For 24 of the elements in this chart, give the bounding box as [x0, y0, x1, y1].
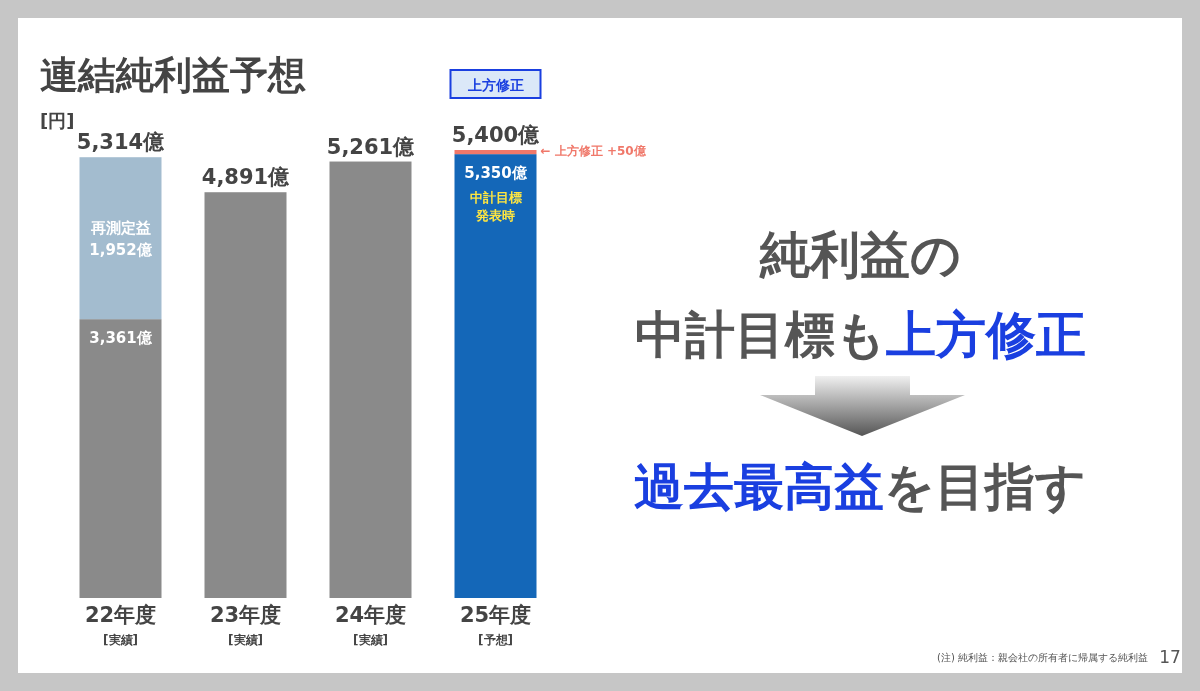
total-label: 4,891億 — [201, 165, 291, 190]
x-tick-label: 24年度 [実績] — [334, 603, 407, 647]
annotation: ← 上方修正 +50億 — [540, 144, 647, 158]
chart-title: 連結純利益予想 — [40, 53, 306, 97]
annotation: 中計目標 — [469, 190, 522, 205]
data-label: 3,361億 — [89, 329, 153, 348]
annotation: 発表時 — [475, 208, 515, 223]
data-label: 再測定益 1,952億 — [89, 219, 153, 260]
text: 上方修正 — [466, 77, 524, 93]
text: 過去最高益 — [634, 458, 884, 516]
x-tick-label: 22年度 [実績] — [84, 603, 157, 647]
text: 17 — [1159, 647, 1181, 667]
text: 中計目標も — [634, 306, 886, 364]
text: 上方修正 — [884, 306, 1086, 364]
x-tick-label: 25年度 [予想] — [459, 603, 532, 647]
y-axis-title: [円] — [40, 110, 75, 131]
data-label: 5,350億 — [464, 164, 528, 183]
total-label: 5,314億 — [76, 130, 166, 155]
text: (注) 純利益：親会社の所有者に帰属する純利益 — [937, 652, 1148, 663]
text: 純利益の — [758, 226, 961, 284]
total-label: 5,400億 — [451, 123, 541, 147]
total-label: 5,261億 — [326, 134, 416, 159]
text: を目指す — [884, 458, 1086, 516]
x-tick-label: 23年度 [実績] — [209, 603, 282, 647]
